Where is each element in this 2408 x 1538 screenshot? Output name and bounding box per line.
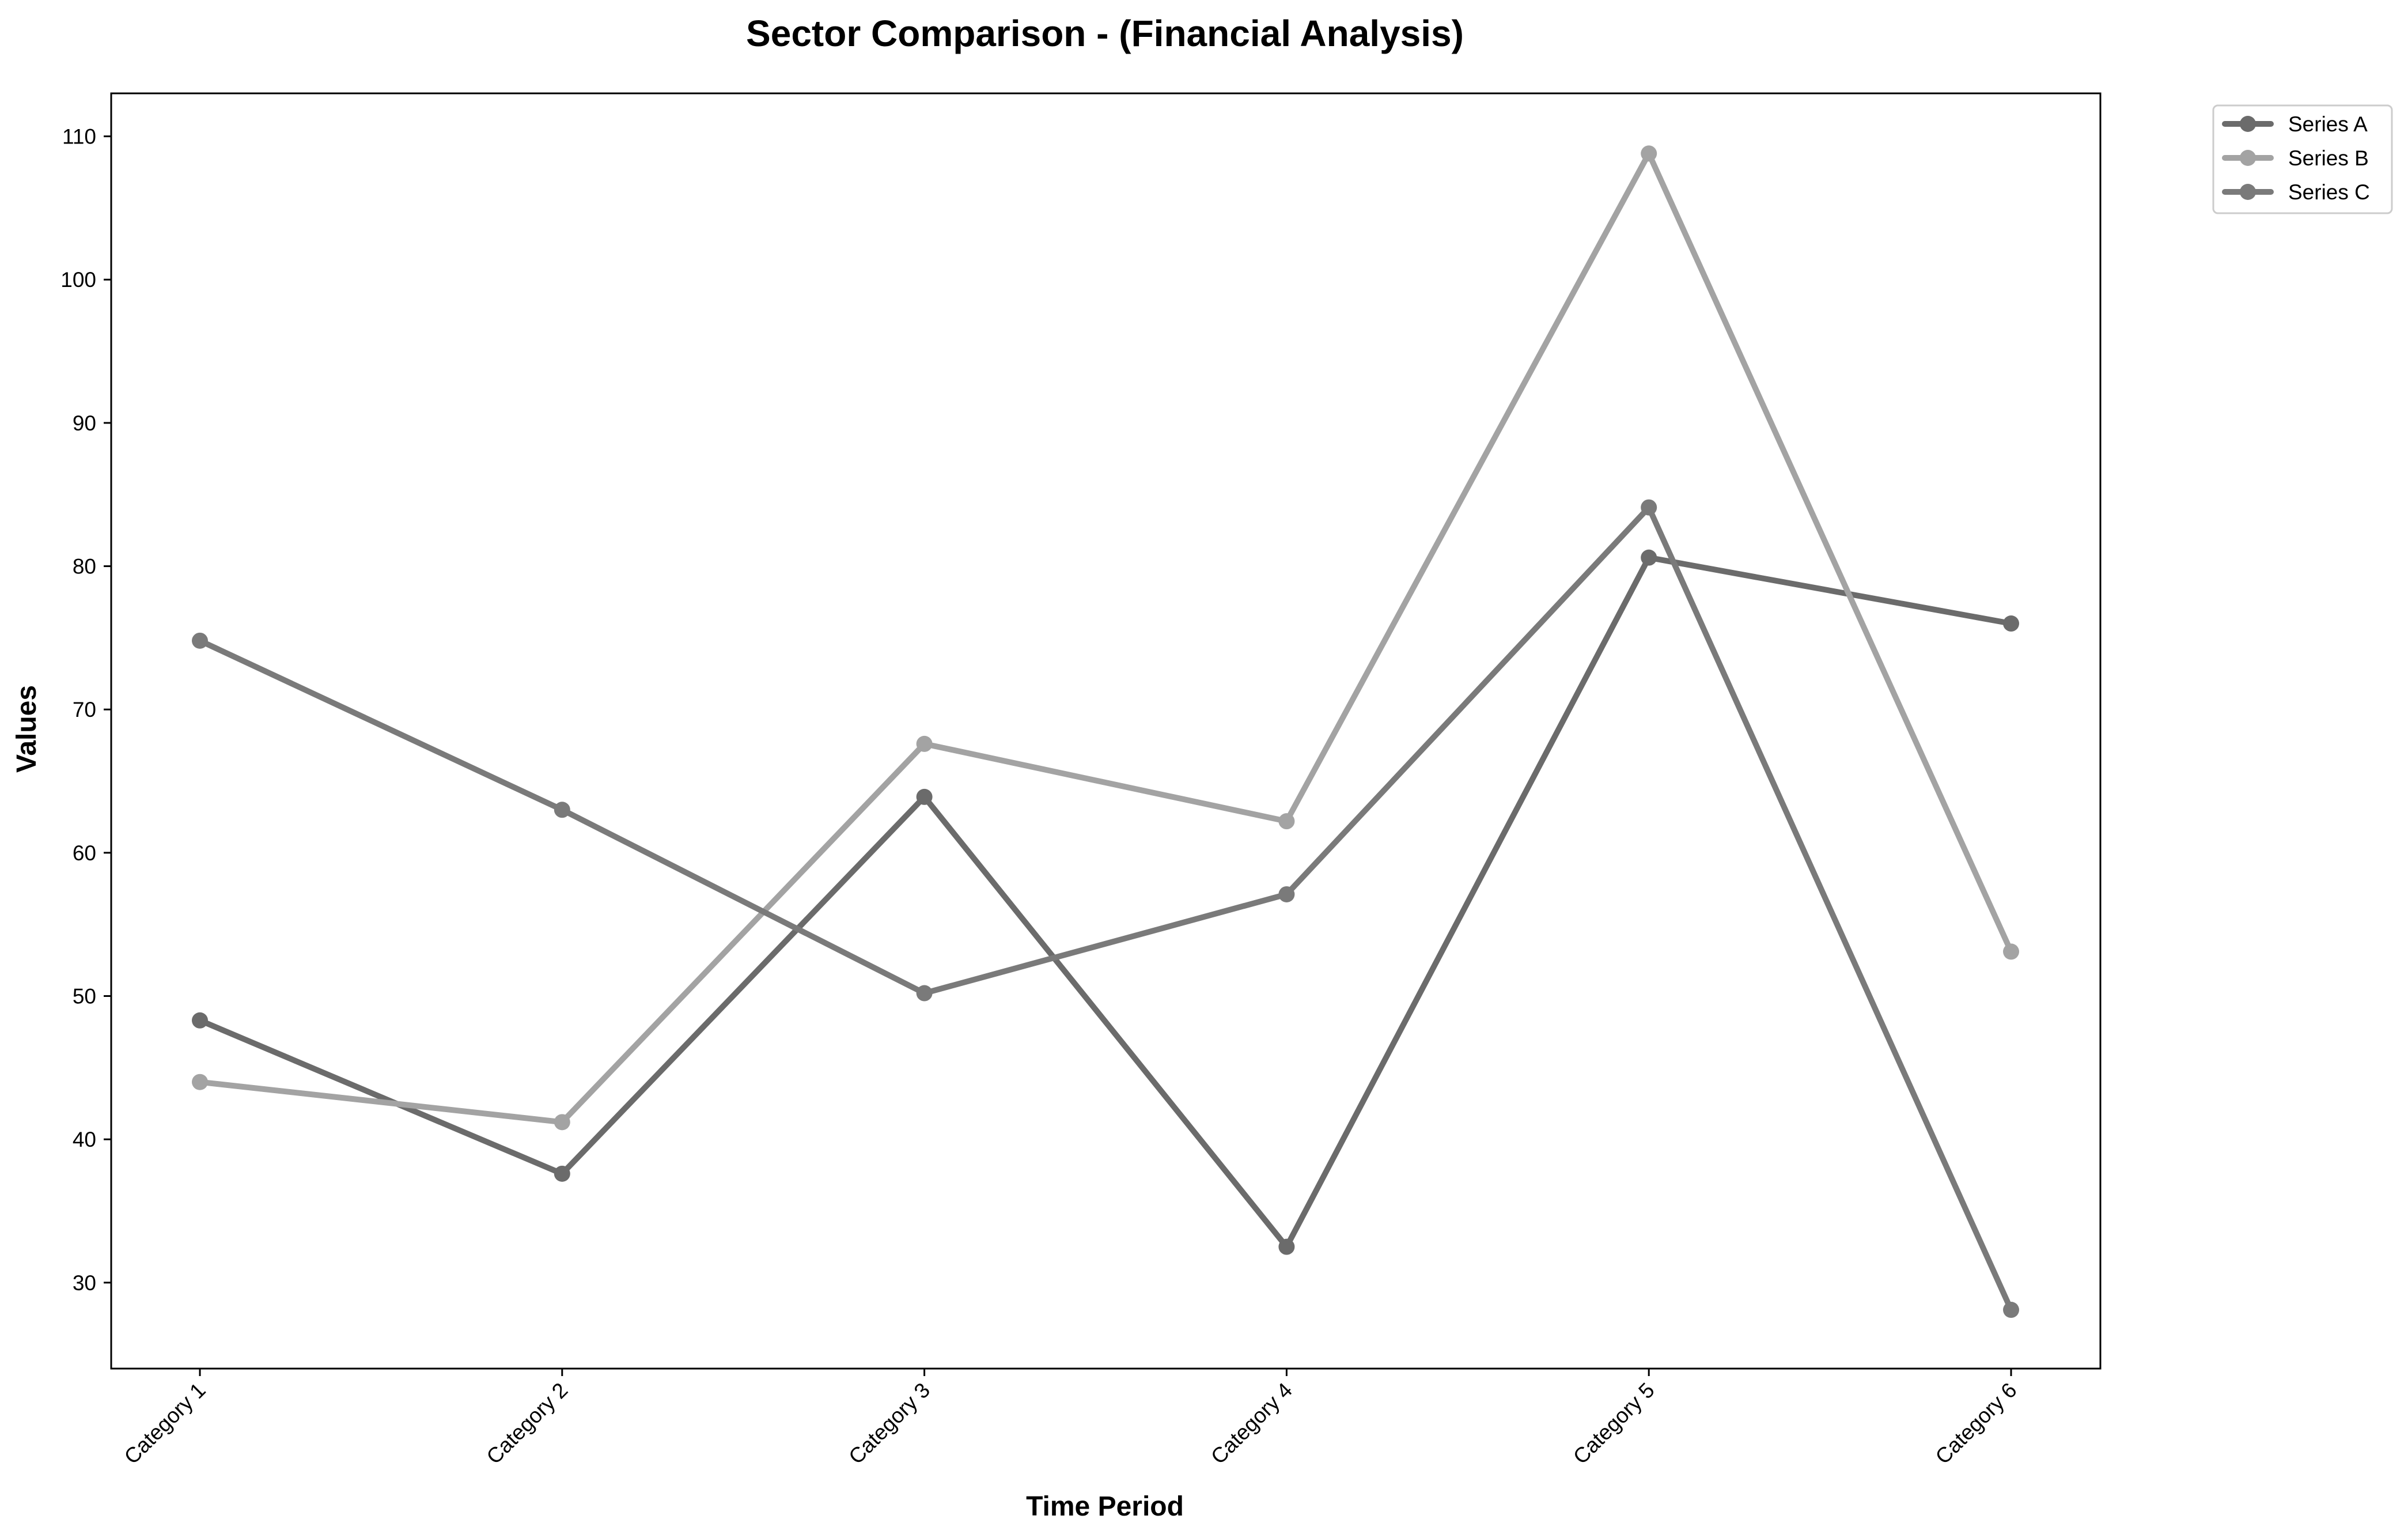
plot-series [192,145,2019,1318]
data-point [916,985,933,1002]
y-tick-label: 40 [73,1128,96,1151]
chart-title: Sector Comparison - (Financial Analysis) [746,13,1464,54]
data-point [916,735,933,752]
series-line [197,150,2014,1125]
data-point [554,802,570,818]
series-line [197,554,2014,1250]
legend-item: Series B [2222,146,2369,170]
legend-items: Series A Series B Series C [2222,112,2370,204]
data-point [1641,549,1657,566]
data-point [192,1012,208,1029]
legend-swatch-marker [2240,116,2256,132]
data-point [1641,145,1657,162]
series-3 [192,499,2019,1318]
series-2 [192,145,2019,1131]
legend-item: Series A [2222,112,2368,136]
y-tick-label: 80 [73,555,96,579]
data-point [916,788,933,805]
x-axis-title: Time Period [1026,1491,1184,1522]
y-axis-title: Values [12,685,42,773]
legend: Series A Series B Series C [2212,104,2393,214]
legend-label: Series C [2288,180,2370,204]
legend-item: Series C [2222,180,2370,204]
data-point [2003,615,2019,632]
series-1 [192,549,2019,1255]
legend-label: Series A [2288,112,2368,136]
y-tick-label: 70 [73,698,96,721]
y-tick-label: 90 [73,411,96,435]
y-tick-label: 110 [62,125,96,149]
data-point [192,1074,208,1090]
data-point [554,1165,570,1182]
series-line [197,504,2014,1313]
plot-area-frame [110,92,2102,1370]
y-tick-label: 30 [73,1271,96,1295]
data-point [192,632,208,649]
data-point [1278,813,1295,830]
y-axis-ticks: 30 40 50 60 70 80 90 100 110 [60,125,111,1295]
data-point [2003,1302,2019,1318]
data-point [2003,943,2019,960]
legend-frame [2212,104,2393,214]
data-point [554,1114,570,1131]
y-tick-label: 50 [73,985,96,1008]
legend-label: Series B [2288,146,2369,170]
y-tick-label: 100 [60,268,96,292]
legend-swatch-marker [2240,184,2256,200]
y-tick-label: 60 [73,841,96,865]
data-point [1278,1238,1295,1255]
data-point [1641,499,1657,516]
legend-swatch-marker [2240,150,2256,166]
data-point [1278,886,1295,902]
